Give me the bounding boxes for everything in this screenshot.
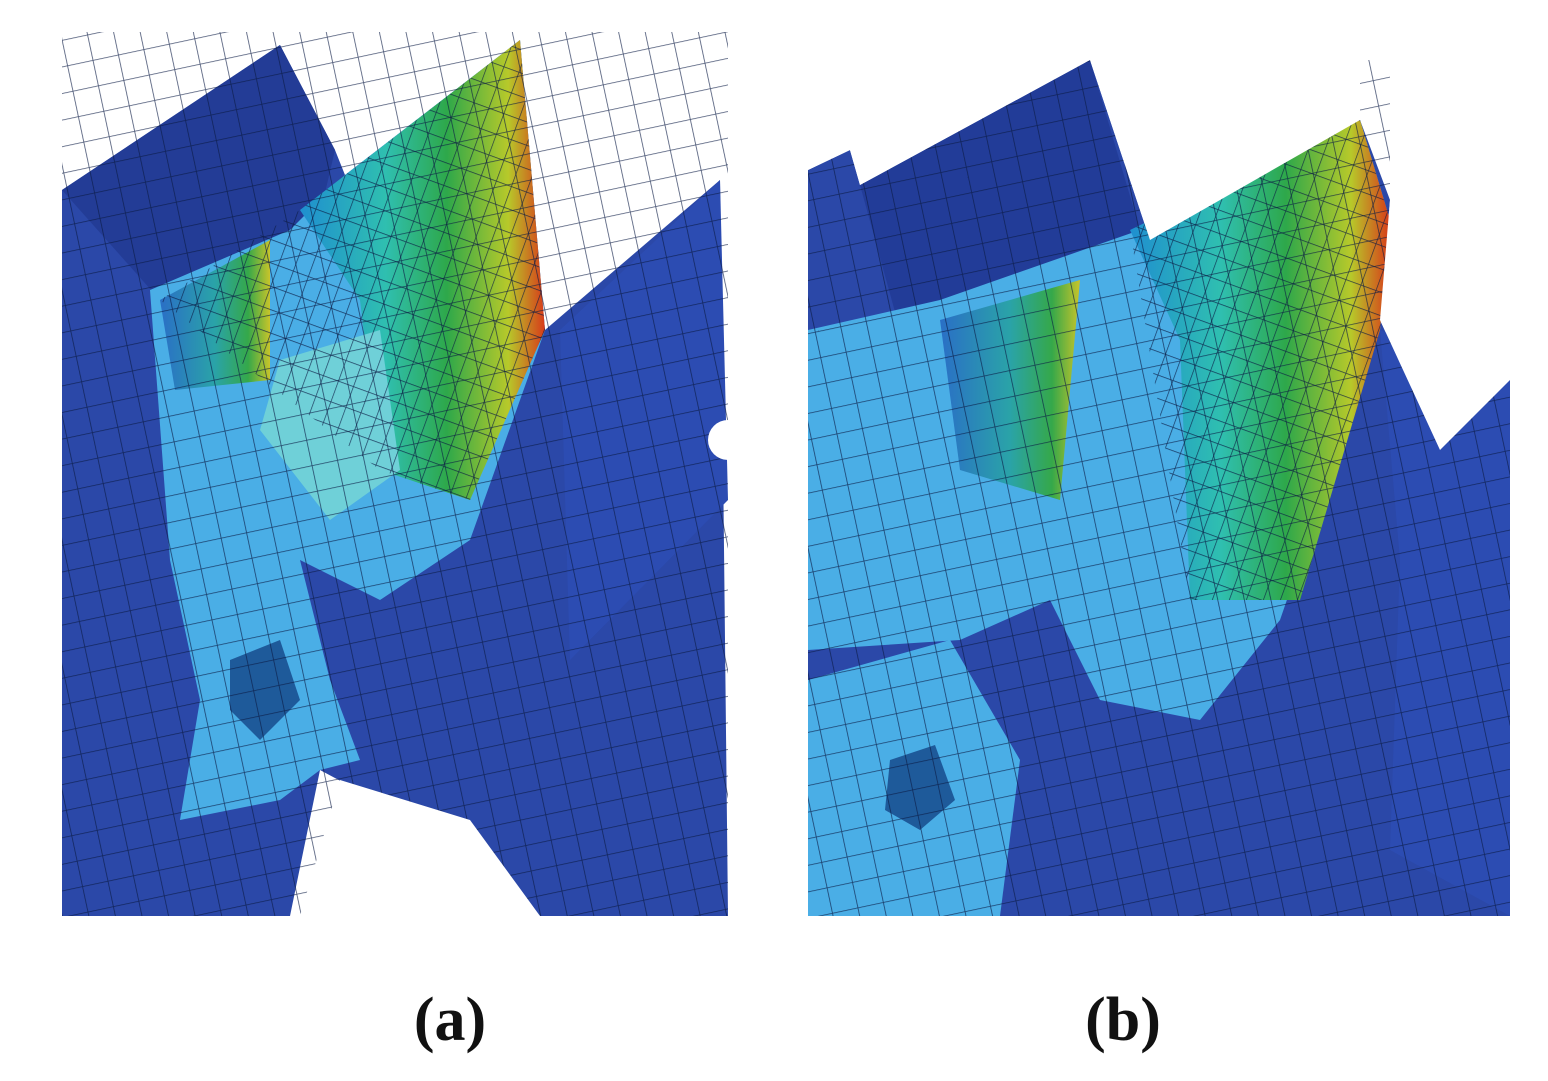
panel-label: (a) <box>414 986 486 1054</box>
panel-label: (b) <box>1085 986 1161 1054</box>
panel-b-image <box>808 60 1510 916</box>
panel-a-image <box>62 32 728 916</box>
